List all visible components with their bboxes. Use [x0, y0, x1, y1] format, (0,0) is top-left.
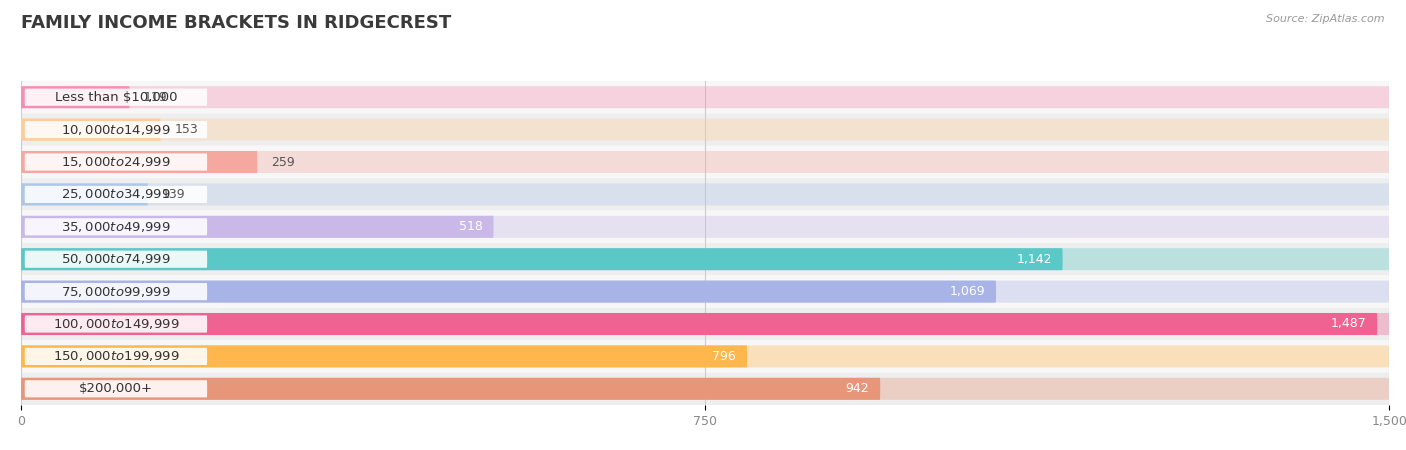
FancyBboxPatch shape	[21, 346, 1389, 367]
Text: 518: 518	[458, 220, 482, 233]
FancyBboxPatch shape	[21, 340, 1389, 373]
Text: 119: 119	[143, 91, 167, 104]
FancyBboxPatch shape	[25, 283, 207, 300]
Text: $200,000+: $200,000+	[79, 382, 153, 395]
FancyBboxPatch shape	[21, 81, 1389, 113]
Text: 942: 942	[845, 382, 869, 395]
FancyBboxPatch shape	[21, 113, 1389, 146]
FancyBboxPatch shape	[21, 151, 1389, 173]
FancyBboxPatch shape	[25, 153, 207, 171]
FancyBboxPatch shape	[25, 186, 207, 203]
FancyBboxPatch shape	[21, 308, 1389, 340]
FancyBboxPatch shape	[21, 184, 148, 205]
Text: $150,000 to $199,999: $150,000 to $199,999	[52, 349, 179, 364]
Text: 1,142: 1,142	[1017, 253, 1052, 266]
Text: $50,000 to $74,999: $50,000 to $74,999	[60, 252, 170, 266]
FancyBboxPatch shape	[25, 380, 207, 397]
Text: Less than $10,000: Less than $10,000	[55, 91, 177, 104]
Text: $100,000 to $149,999: $100,000 to $149,999	[52, 317, 179, 331]
FancyBboxPatch shape	[21, 281, 995, 302]
FancyBboxPatch shape	[21, 378, 1389, 400]
FancyBboxPatch shape	[21, 378, 880, 400]
FancyBboxPatch shape	[21, 346, 747, 367]
FancyBboxPatch shape	[21, 248, 1389, 270]
FancyBboxPatch shape	[25, 89, 207, 106]
FancyBboxPatch shape	[21, 313, 1389, 335]
FancyBboxPatch shape	[25, 218, 207, 235]
Text: 259: 259	[271, 156, 295, 168]
FancyBboxPatch shape	[25, 121, 207, 138]
Text: 1,487: 1,487	[1330, 318, 1367, 330]
FancyBboxPatch shape	[21, 178, 1389, 211]
FancyBboxPatch shape	[21, 243, 1389, 275]
FancyBboxPatch shape	[21, 216, 494, 238]
Text: Source: ZipAtlas.com: Source: ZipAtlas.com	[1267, 14, 1385, 23]
Text: $35,000 to $49,999: $35,000 to $49,999	[60, 220, 170, 234]
FancyBboxPatch shape	[21, 151, 257, 173]
FancyBboxPatch shape	[21, 281, 1389, 302]
FancyBboxPatch shape	[21, 146, 1389, 178]
Text: $15,000 to $24,999: $15,000 to $24,999	[60, 155, 170, 169]
Text: FAMILY INCOME BRACKETS IN RIDGECREST: FAMILY INCOME BRACKETS IN RIDGECREST	[21, 14, 451, 32]
FancyBboxPatch shape	[21, 184, 1389, 205]
FancyBboxPatch shape	[21, 211, 1389, 243]
FancyBboxPatch shape	[21, 275, 1389, 308]
FancyBboxPatch shape	[21, 248, 1063, 270]
Text: $10,000 to $14,999: $10,000 to $14,999	[60, 122, 170, 137]
FancyBboxPatch shape	[25, 315, 207, 333]
FancyBboxPatch shape	[25, 251, 207, 268]
Text: $75,000 to $99,999: $75,000 to $99,999	[60, 284, 170, 299]
FancyBboxPatch shape	[25, 348, 207, 365]
FancyBboxPatch shape	[21, 86, 129, 108]
FancyBboxPatch shape	[21, 119, 160, 140]
FancyBboxPatch shape	[21, 216, 1389, 238]
FancyBboxPatch shape	[21, 373, 1389, 405]
FancyBboxPatch shape	[21, 313, 1378, 335]
FancyBboxPatch shape	[21, 119, 1389, 140]
Text: 139: 139	[162, 188, 186, 201]
Text: 796: 796	[713, 350, 737, 363]
Text: $25,000 to $34,999: $25,000 to $34,999	[60, 187, 170, 202]
Text: 1,069: 1,069	[949, 285, 986, 298]
FancyBboxPatch shape	[21, 86, 1389, 108]
Text: 153: 153	[174, 123, 198, 136]
